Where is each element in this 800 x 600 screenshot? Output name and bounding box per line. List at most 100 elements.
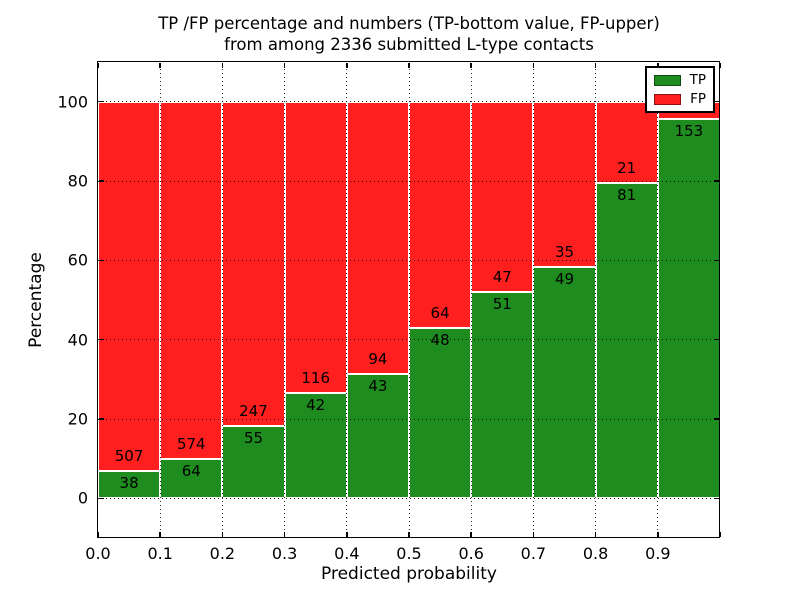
v-gridline [159,62,161,538]
tp-bar-segment [160,458,223,499]
tp-bar-segment [533,266,596,499]
x-tick-label: 0.5 [396,544,422,563]
x-tick-mark [283,63,286,68]
tp-bar-segment [222,426,285,499]
fp-count-label: 64 [430,304,450,323]
fp-count-label: 574 [176,434,206,453]
x-tick-mark [594,532,597,537]
x-tick-label: 0.6 [458,544,484,563]
v-gridline [346,62,348,538]
v-gridline [595,62,597,538]
v-gridline [657,62,659,538]
tp-bar-segment [657,119,720,499]
y-tick-mark [714,100,719,103]
tp-count-label: 64 [181,461,201,480]
legend-item-fp: FP [654,92,706,106]
x-tick-label: 0.3 [271,544,298,563]
y-tick-mark [99,338,104,341]
y-tick-mark [99,497,104,500]
x-tick-label: 0.0 [85,544,111,563]
x-tick-label: 0.2 [209,544,236,563]
fp-count-label: 116 [301,368,330,387]
fp-count-label: 21 [617,159,637,178]
x-tick-mark [346,532,348,537]
x-tick-mark [408,63,410,68]
tp-count-label: 48 [430,331,450,350]
x-tick-mark [657,63,659,68]
x-tick-mark [532,63,535,68]
y-tick-label: 100 [57,92,88,112]
x-tick-mark [159,532,161,537]
x-tick-mark [408,532,410,537]
x-tick-mark [97,63,99,68]
x-tick-mark [719,532,721,537]
fp-bar-segment [98,101,161,471]
y-tick-mark [99,418,104,420]
tp-count-label: 43 [368,376,388,395]
fp-bar-segment [160,101,223,459]
fp-count-label: 507 [114,446,144,465]
y-tick-mark [99,180,104,182]
fp-count-label: 35 [554,242,575,261]
x-tick-mark [719,63,721,68]
v-gridline [408,62,410,538]
x-tick-label: 0.8 [582,544,609,563]
fp-bar-segment [284,101,347,393]
tp-bar-segment [98,470,161,499]
x-tick-mark [532,532,535,537]
fp-legend-swatch-icon [654,93,682,105]
tp-count-label: 51 [492,294,512,313]
tp-count-label: 153 [674,122,704,140]
tp-bar-segment [471,291,534,499]
fp-bar-segment [533,101,596,267]
x-axis-label: Predicted probability [321,564,497,584]
tp-count-label: 81 [617,186,637,205]
x-tick-label: 0.9 [645,544,671,563]
legend-label: FP [690,91,706,107]
x-tick-label: 0.1 [147,544,173,563]
tp-bar-segment [595,183,658,499]
fp-count-label: 247 [239,402,268,421]
fp-bar-segment [471,101,534,292]
chart-title-line1: TP /FP percentage and numbers (TP-bottom… [158,14,660,33]
chart-title-line2: from among 2336 submitted L-type contact… [224,35,594,54]
y-tick-label: 60 [67,250,88,270]
tp-count-label: 42 [306,395,326,414]
x-tick-mark [470,63,472,68]
y-tick-mark [714,497,719,500]
x-tick-mark [159,63,161,68]
x-tick-mark [283,532,286,537]
x-tick-mark [221,63,224,68]
y-tick-mark [99,259,104,262]
tp-count-label: 38 [119,473,139,492]
legend-item-tp: TP [654,73,706,87]
x-tick-mark [594,63,597,68]
v-gridline [532,62,534,538]
x-tick-mark [470,532,472,537]
y-tick-mark [714,259,719,262]
v-gridline [470,62,472,538]
y-tick-mark [714,338,719,341]
fp-bar-segment [346,101,409,374]
legend-label: TP [689,72,706,88]
fp-bar-segment [409,101,472,329]
v-gridline [284,62,286,538]
y-tick-mark [714,180,719,182]
x-tick-label: 0.4 [334,544,360,563]
tp-count-label: 55 [243,429,264,448]
v-gridline [221,62,223,538]
chart-title: TP /FP percentage and numbers (TP-bottom… [98,13,720,55]
x-tick-label: 0.7 [520,544,547,563]
x-tick-mark [97,532,99,537]
x-tick-mark [346,63,348,68]
y-tick-label: 80 [67,171,88,191]
tp-bar-segment [284,392,347,499]
fp-count-label: 94 [368,349,388,368]
y-tick-label: 40 [67,330,88,350]
tp-legend-swatch-icon [654,74,681,86]
x-tick-mark [221,532,224,537]
legend: TP FP [645,66,715,113]
y-tick-mark [714,418,719,420]
tp-bar-segment [346,373,409,499]
tp-count-label: 49 [554,269,575,288]
